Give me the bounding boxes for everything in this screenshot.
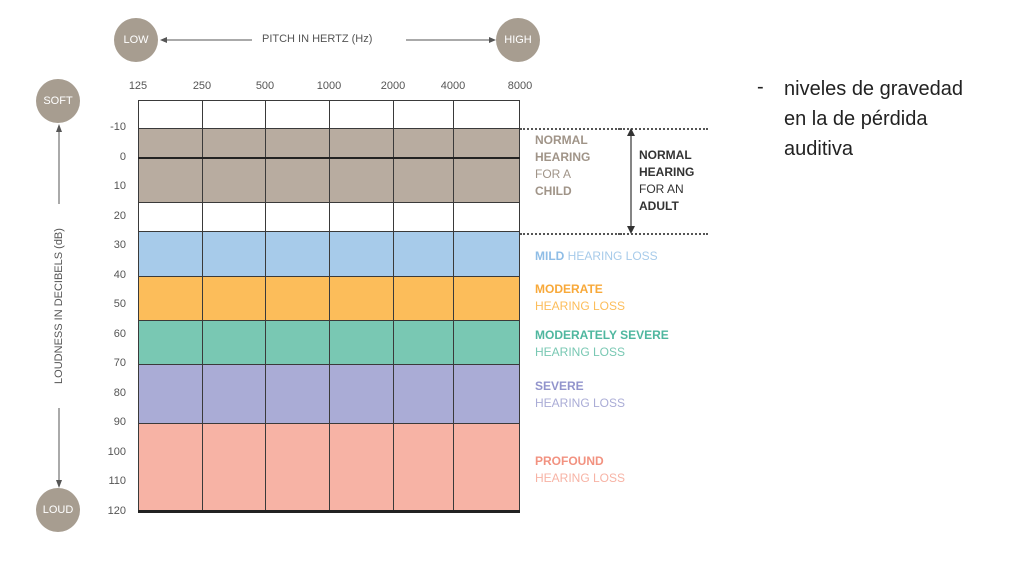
chart-bottom-line (138, 510, 520, 513)
adult-line4: ADULT (639, 199, 679, 213)
grid-line-vertical (453, 100, 454, 511)
loudness-axis-title: LOUDNESS IN DECIBELS (dB) (53, 228, 65, 384)
modsevere-line2: HEARING LOSS (535, 345, 626, 359)
child-line1: NORMAL (535, 133, 588, 147)
child-line3: FOR A (535, 167, 572, 181)
normal-adult-label: NORMAL HEARING FOR AN ADULT (639, 147, 694, 215)
decibel-label: 50 (113, 298, 126, 310)
adult-range-arrow (627, 128, 635, 234)
grid-line-horizontal (138, 231, 520, 233)
decibel-label: 10 (113, 180, 126, 192)
soft-marker: SOFT (36, 79, 80, 123)
high-label: HIGH (504, 34, 532, 46)
decibel-label: 30 (113, 239, 126, 251)
bullet-text: niveles de gravedad en la de pérdida aud… (784, 78, 964, 160)
soft-label: SOFT (43, 95, 73, 107)
decibel-label: 70 (113, 357, 126, 369)
frequency-label: 2000 (380, 80, 406, 92)
adult-range-bottom-line (620, 233, 708, 235)
adult-line3: FOR AN (639, 182, 684, 196)
profound-line2: HEARING LOSS (535, 471, 626, 485)
decibel-label: 110 (108, 475, 126, 487)
severe-label: SEVERE HEARING LOSS (535, 378, 625, 412)
loud-marker: LOUD (36, 488, 80, 532)
pitch-axis-arrow (160, 37, 496, 43)
decibel-label: 120 (107, 504, 126, 517)
child-line2: HEARING (535, 150, 591, 164)
grid-line-horizontal (138, 275, 520, 277)
grid-line-vertical (329, 100, 330, 511)
normal-range-bottom-line (520, 233, 620, 235)
moderate-line2: HEARING LOSS (535, 299, 626, 313)
frequency-label: 1000 (316, 80, 342, 92)
loudness-axis-arrow (56, 124, 62, 488)
adult-line2: HEARING (639, 165, 695, 179)
severe-line1: SEVERE (535, 379, 584, 393)
decibel-label: 0 (119, 150, 126, 163)
moderately-severe-label: MODERATELY SEVERE HEARING LOSS (535, 327, 669, 361)
decibel-label: 80 (113, 386, 126, 399)
decibel-label: 60 (113, 327, 126, 340)
decibel-label: 40 (113, 268, 126, 281)
frequency-label: 8000 (507, 80, 533, 92)
grid-line-horizontal (138, 423, 520, 424)
frequency-label: 250 (192, 80, 212, 92)
grid-line-vertical (265, 100, 266, 511)
normal-child-label: NORMAL HEARING FOR A CHILD (535, 132, 590, 200)
high-pitch-marker: HIGH (496, 18, 540, 62)
profound-line1: PROFOUND (535, 454, 604, 468)
mild-label: MILD HEARING LOSS (535, 248, 658, 265)
low-label: LOW (123, 34, 149, 46)
mild-bold: MILD (535, 249, 565, 263)
decibel-label: -10 (110, 121, 126, 133)
decibel-label: 20 (113, 209, 126, 222)
adult-range-top-line (620, 128, 708, 130)
grid-line-horizontal (138, 364, 520, 365)
modsevere-line1: MODERATELY SEVERE (535, 328, 669, 342)
pitch-axis-title: PITCH IN HERTZ (Hz) (262, 33, 373, 45)
normal-range-top-line (520, 128, 620, 130)
low-pitch-marker: LOW (114, 18, 158, 62)
adult-line1: NORMAL (639, 148, 692, 162)
grid-line-vertical (393, 100, 394, 511)
child-line4: CHILD (535, 184, 572, 198)
loud-label: LOUD (42, 504, 74, 516)
frequency-label: 500 (255, 80, 275, 92)
grid-line-horizontal (138, 319, 520, 321)
mild-rest: HEARING LOSS (564, 249, 658, 263)
frequency-label: 125 (128, 80, 148, 92)
moderate-line1: MODERATE (535, 282, 603, 296)
severe-line2: HEARING LOSS (535, 396, 626, 410)
profound-label: PROFOUND HEARING LOSS (535, 453, 625, 487)
frequency-label: 4000 (440, 80, 466, 92)
grid-line-horizontal (138, 128, 520, 129)
grid-line-horizontal (138, 201, 520, 203)
zero-db-line (138, 156, 520, 159)
bullet-dash: - (757, 76, 764, 98)
grid-line-vertical (202, 100, 203, 511)
moderate-label: MODERATE HEARING LOSS (535, 281, 625, 315)
decibel-label: 100 (107, 445, 126, 458)
decibel-label: 90 (113, 416, 126, 428)
